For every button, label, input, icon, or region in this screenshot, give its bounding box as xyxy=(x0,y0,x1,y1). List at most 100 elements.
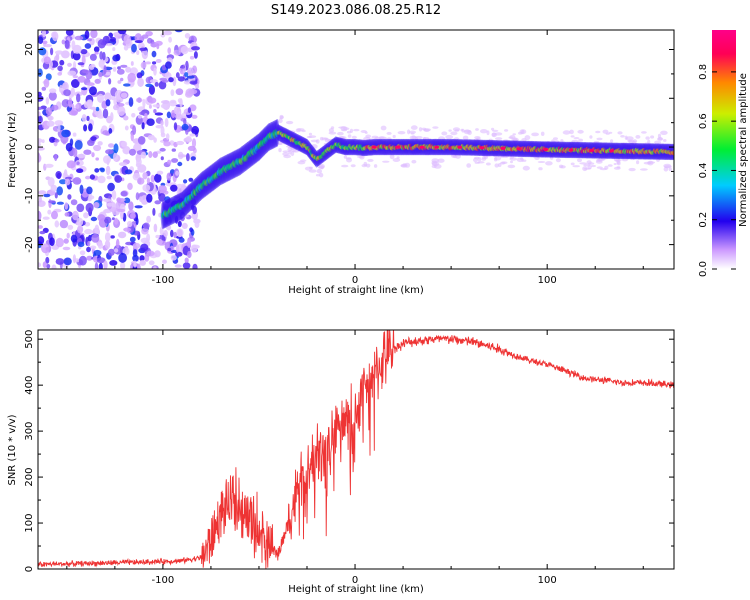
noise-blob xyxy=(146,233,151,242)
noise-blob xyxy=(104,232,111,242)
noise-blob xyxy=(77,62,85,66)
noise-blob xyxy=(177,76,185,82)
y-tick-label: 20 xyxy=(24,43,35,56)
noise-blob xyxy=(72,52,81,61)
noise-blob xyxy=(103,198,112,202)
noise-blob xyxy=(77,76,86,83)
noise-blob xyxy=(158,80,167,90)
background-speckle xyxy=(411,135,416,140)
background-speckle xyxy=(409,130,416,134)
background-speckle xyxy=(290,151,295,157)
background-speckle xyxy=(365,163,371,168)
background-speckle xyxy=(396,156,400,159)
noise-blob xyxy=(191,125,200,135)
background-speckle xyxy=(292,150,300,153)
noise-blob xyxy=(38,106,43,111)
noise-blob xyxy=(129,148,136,156)
noise-blob xyxy=(177,229,183,237)
noise-blob xyxy=(56,186,63,196)
noise-blob xyxy=(86,115,90,121)
noise-blob xyxy=(63,257,72,266)
noise-blob xyxy=(122,212,127,222)
noise-blob xyxy=(38,68,43,77)
noise-blob xyxy=(141,49,149,60)
noise-blob xyxy=(74,140,83,150)
background-speckle xyxy=(660,130,668,135)
noise-blob xyxy=(103,65,107,75)
noise-blob xyxy=(137,177,145,185)
noise-blob xyxy=(178,154,187,158)
noise-blob xyxy=(139,259,146,266)
noise-blob xyxy=(44,163,54,168)
noise-blob xyxy=(50,47,54,56)
noise-blob xyxy=(84,30,90,39)
noise-blob xyxy=(123,227,131,232)
noise-blob xyxy=(153,266,157,269)
noise-blob xyxy=(189,80,198,85)
background-speckle xyxy=(319,172,324,178)
snr-frame xyxy=(37,329,675,570)
noise-blob xyxy=(170,89,175,97)
noise-blob xyxy=(45,107,53,116)
background-speckle xyxy=(477,157,482,162)
noise-blob xyxy=(65,142,73,152)
noise-blob xyxy=(52,31,59,42)
colorbar-tick-label: 0.6 xyxy=(698,113,709,129)
noise-blob xyxy=(173,122,178,131)
ridge-peak xyxy=(500,146,506,150)
noise-blob xyxy=(149,97,157,104)
noise-blob xyxy=(38,196,42,203)
noise-blob xyxy=(80,49,88,55)
noise-blob xyxy=(64,178,71,186)
background-speckle xyxy=(306,136,312,138)
x-tick-label: -100 xyxy=(152,575,175,586)
noise-blob xyxy=(165,61,172,69)
noise-blob xyxy=(99,51,104,60)
background-speckle xyxy=(657,133,662,139)
noise-blob xyxy=(194,220,200,228)
noise-blob xyxy=(76,203,85,213)
noise-blob xyxy=(57,72,62,76)
noise-blob xyxy=(85,202,94,213)
noise-blob xyxy=(104,240,111,250)
noise-blob xyxy=(105,99,111,107)
noise-blob xyxy=(86,82,95,86)
noise-blob xyxy=(146,215,152,223)
noise-blob xyxy=(187,67,194,76)
noise-blob xyxy=(110,235,115,239)
noise-blob xyxy=(93,144,102,152)
background-speckle xyxy=(663,167,669,172)
ridge-peak xyxy=(479,146,485,150)
noise-blob xyxy=(186,75,195,79)
noise-blob xyxy=(180,65,186,69)
noise-blob xyxy=(153,67,157,76)
background-speckle xyxy=(278,118,283,124)
background-speckle xyxy=(531,132,539,137)
colorbar-tick-label: 0.4 xyxy=(698,162,709,178)
x-tick-label: -100 xyxy=(152,275,175,286)
background-speckle xyxy=(474,136,481,139)
noise-blob xyxy=(191,114,198,119)
noise-blob xyxy=(120,64,128,68)
noise-blob xyxy=(175,244,180,253)
background-speckle xyxy=(392,158,401,162)
noise-blob xyxy=(141,227,149,235)
background-speckle xyxy=(386,131,392,135)
noise-blob xyxy=(38,152,41,162)
noise-blob xyxy=(117,106,126,116)
spectrogram-x-label: Height of straight line (km) xyxy=(288,285,424,296)
background-speckle xyxy=(608,131,613,134)
noise-blob xyxy=(124,169,133,175)
noise-blob xyxy=(47,209,52,215)
noise-blob xyxy=(142,98,146,109)
noise-blob xyxy=(178,237,185,243)
colorbar-gradient xyxy=(712,30,736,269)
noise-blob xyxy=(48,200,56,204)
noise-blob xyxy=(174,264,182,268)
noise-blob xyxy=(102,108,109,119)
background-speckle xyxy=(316,168,322,174)
noise-blob xyxy=(38,225,43,229)
background-speckle xyxy=(491,127,495,131)
noise-blob xyxy=(110,37,116,42)
background-speckle xyxy=(321,137,328,141)
